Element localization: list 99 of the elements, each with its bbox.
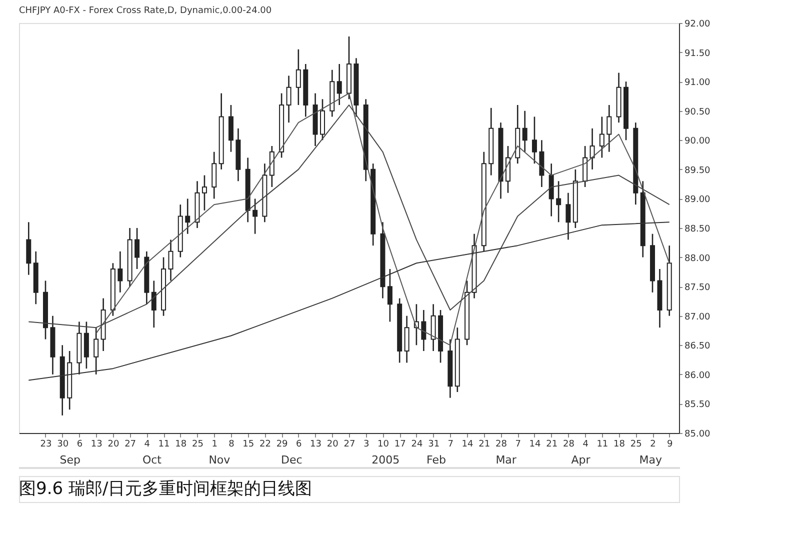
caption: 图9.6 瑞郎/日元多重时间框架的日线图 bbox=[19, 479, 312, 499]
candlestick bbox=[556, 180, 562, 223]
candlestick bbox=[430, 303, 436, 352]
x-tick-label: 28 bbox=[496, 440, 508, 450]
x-tick-label: 23 bbox=[40, 440, 52, 450]
x-tick-label: 6 bbox=[296, 440, 302, 450]
x-tick-label: 18 bbox=[614, 440, 626, 450]
y-tick-label: 88.50 bbox=[684, 224, 711, 234]
x-tick-label: 14 bbox=[462, 440, 474, 450]
x-tick-label: 13 bbox=[310, 440, 322, 450]
x-tick-label: 14 bbox=[529, 440, 541, 450]
x-tick-label: 6 bbox=[76, 440, 83, 450]
candlestick bbox=[590, 128, 595, 170]
chart-title: CHFJPY A0-FX - Forex Cross Rate,D, Dynamic,0.00-24.00 bbox=[19, 6, 272, 16]
candlestick bbox=[228, 104, 234, 153]
x-tick-label: 4 bbox=[144, 440, 150, 450]
x-tick-label: 13 bbox=[90, 440, 102, 450]
candlestick bbox=[532, 116, 537, 164]
x-tick-label: 28 bbox=[562, 440, 575, 450]
x-tick-label: 21 bbox=[478, 440, 490, 450]
candlestick bbox=[185, 198, 190, 235]
x-tick-label: 1 bbox=[212, 440, 218, 450]
candlestick bbox=[548, 162, 554, 217]
candlestick bbox=[421, 309, 426, 352]
y-tick-label: 87.50 bbox=[684, 283, 711, 294]
candlestick bbox=[26, 221, 32, 276]
x-tick-label: 3 bbox=[363, 440, 370, 450]
x2-tick-label: Oct bbox=[142, 454, 162, 466]
candlestick bbox=[606, 104, 612, 153]
x-tick-label: 27 bbox=[124, 440, 136, 450]
x-tick-label: 7 bbox=[448, 440, 454, 450]
candlestick bbox=[118, 250, 123, 294]
candlestick bbox=[582, 145, 588, 188]
x-tick-label: 7 bbox=[515, 440, 521, 450]
candlestick bbox=[387, 268, 392, 322]
x2-tick-label: 2005 bbox=[372, 454, 400, 466]
candlestick bbox=[212, 151, 217, 200]
y-tick-label: 89.50 bbox=[684, 166, 711, 176]
y-tick-label: 85.00 bbox=[684, 430, 711, 440]
line-series bbox=[28, 222, 670, 381]
x-tick-label: 4 bbox=[582, 440, 589, 450]
x-tick-label: 8 bbox=[228, 440, 235, 450]
candlestick bbox=[134, 227, 140, 270]
candlestick bbox=[269, 145, 274, 188]
x-tick-label: 31 bbox=[428, 440, 440, 450]
x2-tick-label: Mar bbox=[496, 454, 517, 466]
candlestick bbox=[202, 174, 207, 212]
y-tick-label: 92.00 bbox=[684, 20, 711, 30]
candlestick bbox=[296, 48, 301, 106]
candlestick bbox=[252, 198, 258, 235]
candlestick bbox=[404, 315, 410, 364]
line-series bbox=[96, 92, 670, 346]
x-tick-label: 21 bbox=[546, 440, 558, 450]
line-series bbox=[28, 104, 670, 328]
candlestick bbox=[151, 280, 156, 328]
x2-tick-label: May bbox=[639, 454, 662, 466]
candlestick bbox=[505, 145, 510, 194]
x-tick-label: 10 bbox=[377, 440, 390, 450]
y-tick-label: 88.00 bbox=[684, 254, 711, 264]
y-tick-label: 90.50 bbox=[684, 107, 711, 118]
candlestick bbox=[94, 326, 99, 376]
candlestick bbox=[566, 192, 571, 240]
x2-tick-label: Sep bbox=[60, 454, 80, 466]
x-tick-label: 22 bbox=[259, 440, 271, 450]
x-tick-label: 17 bbox=[394, 440, 406, 450]
candlestick bbox=[320, 98, 326, 141]
x2-tick-label: Feb bbox=[426, 454, 446, 466]
x-tick-label: 11 bbox=[158, 440, 170, 450]
y-tick-label: 89.00 bbox=[684, 195, 711, 206]
x2-tick-label: Nov bbox=[208, 454, 231, 466]
x-tick-label: 25 bbox=[192, 440, 204, 450]
y-tick-label: 87.00 bbox=[684, 312, 711, 322]
candlestick bbox=[539, 139, 544, 188]
candlestick bbox=[522, 110, 528, 153]
y-tick-label: 90.00 bbox=[684, 136, 711, 147]
candlestick bbox=[336, 63, 342, 106]
x-tick-label: 24 bbox=[411, 440, 423, 450]
x2-tick-label: Apr bbox=[571, 454, 591, 466]
x-tick-label: 20 bbox=[108, 440, 120, 450]
x-tick-label: 29 bbox=[276, 440, 288, 450]
x-tick-label: 20 bbox=[326, 440, 339, 450]
x-tick-label: 30 bbox=[57, 440, 69, 450]
x-tick-label: 11 bbox=[596, 440, 608, 450]
candlestick bbox=[599, 116, 604, 158]
y-tick-label: 86.50 bbox=[684, 342, 711, 352]
y-tick-label: 91.50 bbox=[684, 48, 711, 59]
y-tick-label: 91.00 bbox=[684, 78, 711, 88]
y-tick-label: 85.50 bbox=[684, 400, 711, 410]
candlestick bbox=[84, 321, 89, 370]
candlestick bbox=[286, 75, 292, 124]
x2-tick-label: Dec bbox=[281, 454, 302, 466]
x-tick-label: 18 bbox=[175, 440, 187, 450]
y-tick-label: 86.00 bbox=[684, 370, 711, 381]
x-tick-label: 25 bbox=[630, 440, 642, 450]
x-tick-label: 9 bbox=[667, 440, 673, 450]
x-tick-label: 27 bbox=[344, 440, 356, 450]
x-tick-label: 15 bbox=[242, 440, 254, 450]
x-tick-label: 2 bbox=[650, 440, 656, 450]
candlestick bbox=[168, 239, 174, 282]
